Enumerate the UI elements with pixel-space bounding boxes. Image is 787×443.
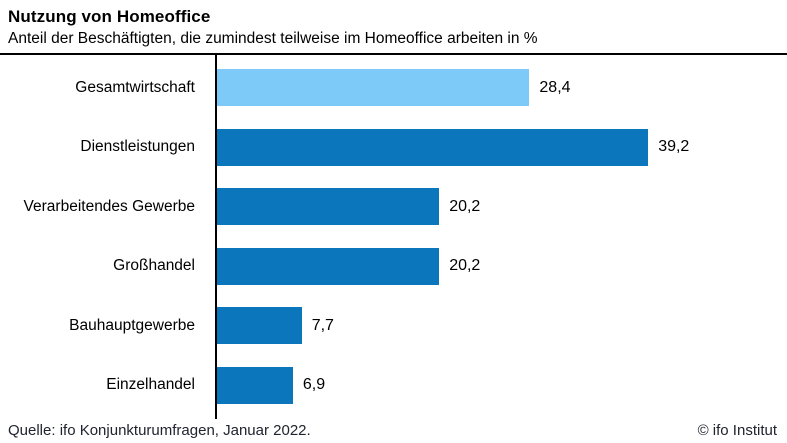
value-label: 39,2 (658, 138, 690, 156)
bar (217, 307, 302, 345)
chart-row: Gesamtwirtschaft 28,4 (0, 58, 787, 118)
category-label: Großhandel (113, 257, 195, 275)
value-label: 20,2 (449, 197, 481, 215)
category-label: Gesamtwirtschaft (75, 78, 195, 96)
bar (217, 247, 440, 285)
category-label: Verarbeitendes Gewerbe (23, 197, 195, 215)
category-label: Bauhauptgewerbe (69, 316, 195, 334)
bar-track: 7,7 (217, 296, 787, 356)
bar-track: 6,9 (217, 356, 787, 416)
bar-track: 39,2 (217, 118, 787, 178)
value-label: 7,7 (311, 316, 334, 334)
bar-track: 20,2 (217, 177, 787, 237)
copyright-note: © ifo Institut (697, 422, 777, 439)
category-label: Dienstleistungen (80, 138, 195, 156)
source-note: Quelle: ifo Konjunkturumfragen, Januar 2… (8, 422, 311, 439)
chart-row: Bauhauptgewerbe 7,7 (0, 296, 787, 356)
y-axis-line (215, 55, 217, 419)
chart-row: Verarbeitendes Gewerbe 20,2 (0, 177, 787, 237)
chart-subtitle: Anteil der Beschäftigten, die zumindest … (8, 30, 538, 47)
value-label: 28,4 (539, 78, 571, 96)
value-label: 6,9 (302, 376, 326, 394)
category-label: Einzelhandel (106, 376, 195, 394)
chart-header: Nutzung von Homeoffice Anteil der Beschä… (0, 0, 787, 55)
chart-title: Nutzung von Homeoffice (8, 7, 211, 26)
bar (217, 128, 649, 166)
chart-footer: Quelle: ifo Konjunkturumfragen, Januar 2… (0, 419, 787, 443)
bar-track: 20,2 (217, 237, 787, 297)
bar (217, 188, 440, 226)
bar (217, 366, 293, 404)
bar-track: 28,4 (217, 58, 787, 118)
value-label: 20,2 (449, 257, 481, 275)
bar (217, 69, 530, 107)
bar-chart-area: Gesamtwirtschaft 28,4 Dienstleistungen 3… (0, 55, 787, 419)
chart-row: Großhandel 20,2 (0, 237, 787, 297)
chart-row: Einzelhandel 6,9 (0, 356, 787, 416)
chart-row: Dienstleistungen 39,2 (0, 118, 787, 178)
